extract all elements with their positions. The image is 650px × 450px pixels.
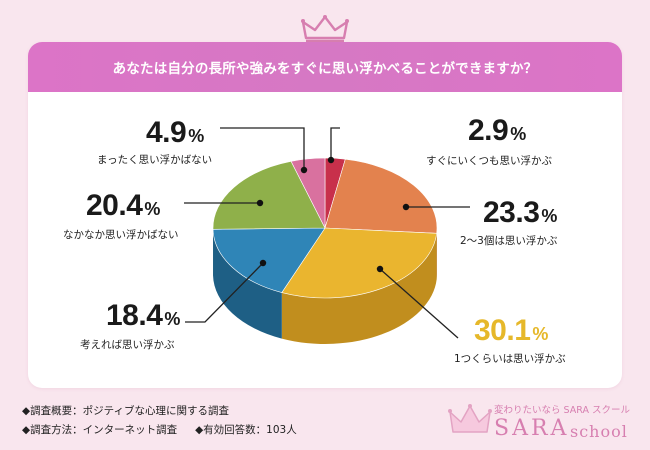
leader-dot-3	[259, 259, 267, 267]
category-label: 考えれば思い浮かぶ	[80, 339, 175, 351]
survey-method: ◆調査方法：インターネット調査	[22, 424, 178, 436]
pie-slice-5	[290, 157, 326, 229]
leader-line-0	[330, 127, 340, 160]
category-label: 1つくらいは思い浮かぶ	[454, 353, 566, 365]
value-label: 18.4%	[106, 299, 181, 332]
category-label: すぐにいくつも思い浮かぶ	[426, 155, 552, 167]
leader-dot-0	[327, 156, 335, 164]
leader-dot-2	[376, 265, 384, 273]
pie-slice-4	[212, 160, 326, 230]
value-label: 23.3%	[483, 196, 558, 229]
value-label: 30.1%	[474, 314, 549, 347]
leader-dot-1	[402, 203, 410, 211]
value-label: 20.4%	[86, 189, 161, 222]
brand-logo: 変わりたいなら SARA スクール SARA school	[448, 400, 638, 445]
survey-method-row: ◆調査方法：インターネット調査 ◆有効回答数：103人	[22, 422, 297, 437]
survey-overview: ◆調査概要：ポジティブな心理に関する調査	[22, 405, 229, 417]
leader-line-3	[185, 262, 264, 323]
question-header: あなたは自分の長所や強みをすぐに思い浮かべることができますか？	[28, 42, 622, 92]
question-title: あなたは自分の長所や強みをすぐに思い浮かべることができますか？	[112, 61, 538, 77]
leader-line-5	[220, 127, 305, 170]
brand-name: SARA	[494, 416, 570, 441]
pie-slice-1	[324, 158, 438, 234]
pie-slice-2	[281, 227, 438, 299]
survey-responses: ◆有効回答数：103人	[195, 424, 297, 436]
brand-tagline: 変わりたいなら SARA スクール	[494, 405, 630, 416]
pie-side-3	[213, 229, 282, 339]
brand-crown-icon	[448, 404, 492, 433]
category-label: 2〜3個は思い浮かぶ	[460, 235, 558, 247]
value-label: 4.9%	[146, 116, 205, 149]
leader-line-2	[379, 268, 459, 339]
pie-slice-3	[212, 227, 326, 293]
category-label: なかなか思い浮かばない	[63, 229, 179, 241]
leader-dot-4	[256, 199, 264, 207]
category-label: まったく思い浮かばない	[97, 154, 213, 166]
leader-dot-5	[300, 166, 308, 174]
value-label: 2.9%	[468, 114, 527, 147]
pie-side-2	[281, 233, 437, 344]
crown-icon	[301, 15, 349, 43]
brand-sub: school	[570, 422, 628, 441]
